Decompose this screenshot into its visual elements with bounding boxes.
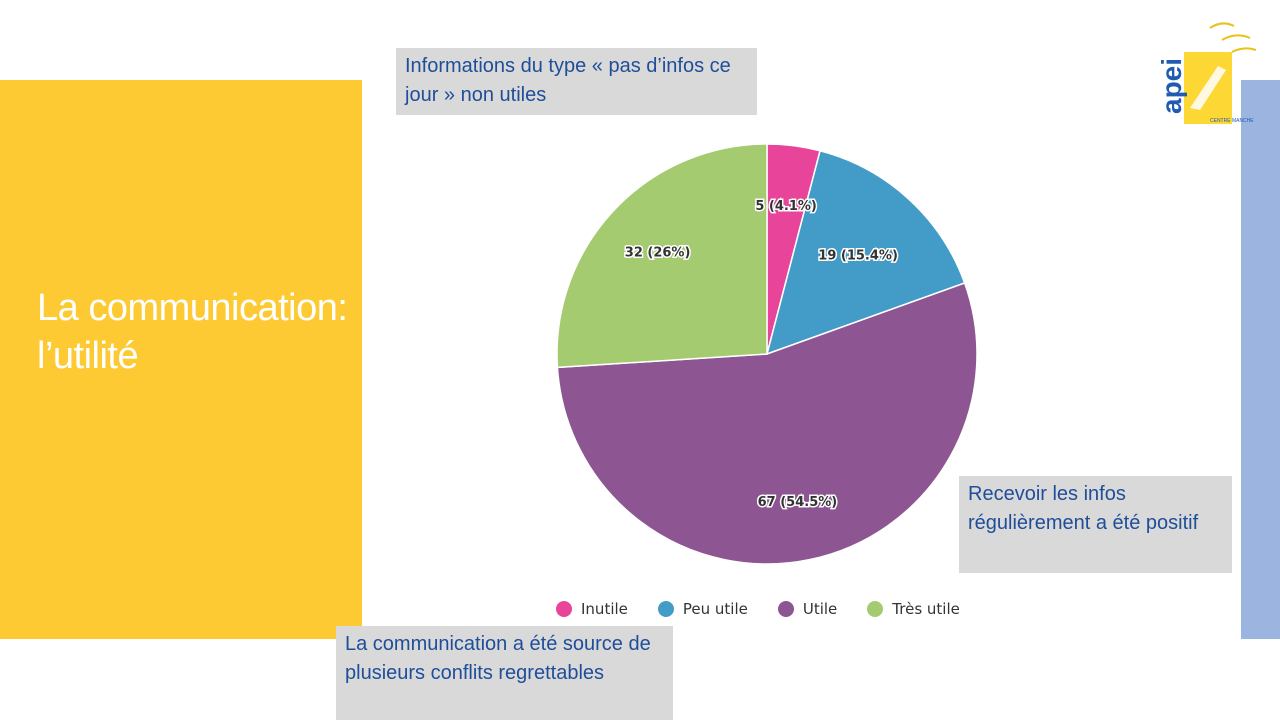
note-bottom: La communication a été source de plusieu… [336,626,673,720]
legend-marker-tres-utile [867,601,884,617]
legend-marker-inutile [556,601,572,617]
pie-slice-tres-utile [556,143,768,369]
pie-chart: 5 (4.1%) 19 (15.4%) 67 (54.5%) 32 (26%) [556,143,978,565]
title-panel [0,80,362,639]
note-top: Informations du type « pas d’infos ce jo… [396,48,757,115]
slice-label-utile: 67 (54.5%) [758,495,838,510]
legend-label-utile: Utile [802,600,838,618]
slide-title: La communication: l’utilité [37,287,348,377]
slice-label-inutile: 5 (4.1%) [755,199,817,214]
legend-label-tres-utile: Très utile [892,600,960,618]
legend-item-utile: Utile [777,600,838,618]
pie-slice-utile [556,282,978,565]
logo-subtext: CENTRE MANCHE [1210,118,1254,124]
right-accent-bar [1241,80,1280,639]
pie-slice-peu-utile [765,149,966,356]
slice-label-peu-utile: 19 (15.4%) [818,248,898,263]
legend-label-inutile: Inutile [581,600,628,618]
logo-text: apei [1160,58,1187,114]
slice-label-tres-utile: 32 (26%) [625,245,691,260]
legend-label-peu-utile: Peu utile [682,600,748,618]
legend-marker-utile [777,601,794,617]
legend-item-tres-utile: Très utile [867,600,960,618]
legend-marker-peu-utile [657,601,674,617]
legend-item-peu-utile: Peu utile [657,600,748,618]
apei-logo: apei CENTRE MANCHE [1160,22,1257,124]
legend-item-inutile: Inutile [556,600,628,618]
note-right: Recevoir les infos régulièrement a été p… [959,476,1232,573]
chart-legend: Inutile Peu utile Utile Très utile [556,600,960,618]
